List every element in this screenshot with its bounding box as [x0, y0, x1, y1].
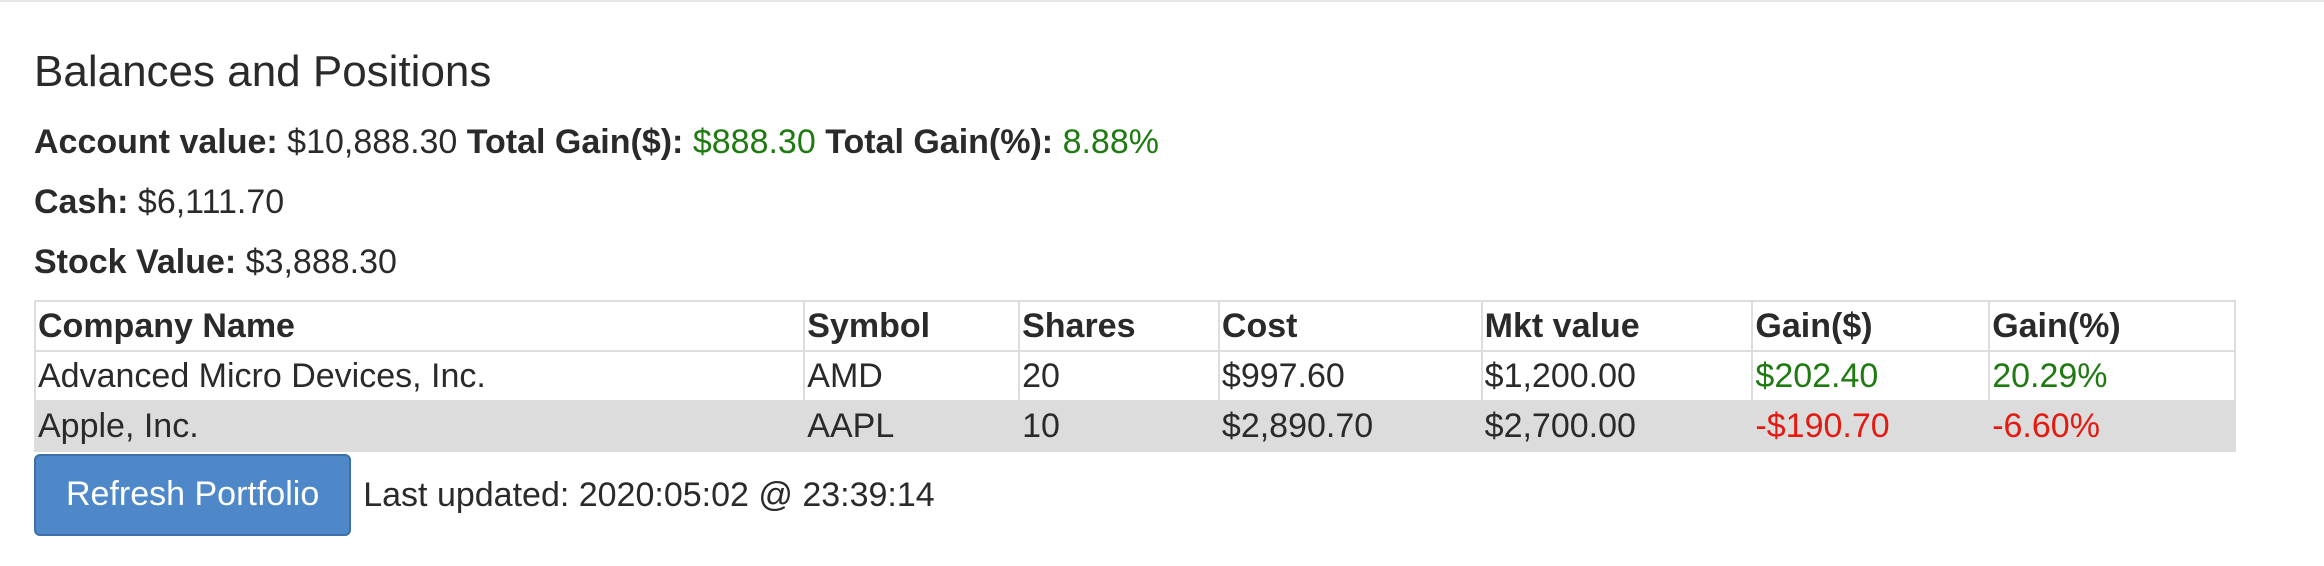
gain-dollar-cell: -$190.70 — [1751, 400, 1991, 452]
cash-label: Cash: — [34, 183, 129, 221]
last-updated-timestamp: Last updated: 2020:05:02 @ 23:39:14 — [363, 476, 935, 514]
company-cell: Advanced Micro Devices, Inc. — [33, 350, 806, 402]
column-header-company: Company Name — [33, 300, 806, 352]
total-gain-pct-value: 8.88% — [1062, 123, 1159, 161]
top-divider — [0, 0, 2324, 2]
account-value-label: Account value: — [34, 123, 278, 161]
cost-cell: $2,890.70 — [1217, 400, 1483, 452]
positions-table: Company Name Symbol Shares Cost Mkt valu… — [33, 300, 2236, 452]
shares-cell: 10 — [1018, 400, 1220, 452]
symbol-cell: AMD — [803, 350, 1021, 402]
total-gain-dollar-label: Total Gain($): — [466, 123, 684, 161]
gain-dollar-cell: $202.40 — [1751, 350, 1991, 402]
gain-pct-cell: -6.60% — [1988, 400, 2236, 452]
column-header-gain-dollar: Gain($) — [1751, 300, 1991, 352]
refresh-portfolio-button[interactable]: Refresh Portfolio — [34, 454, 352, 536]
table-row: Advanced Micro Devices, Inc. AMD 20 $997… — [33, 350, 2236, 402]
gain-pct-cell: 20.29% — [1988, 350, 2236, 402]
stock-value: $3,888.30 — [245, 243, 397, 281]
company-cell: Apple, Inc. — [33, 400, 806, 452]
total-gain-dollar-value: $888.30 — [692, 123, 816, 161]
column-header-mkt-value: Mkt value — [1480, 300, 1754, 352]
mkt-value-cell: $1,200.00 — [1480, 350, 1754, 402]
table-header-row: Company Name Symbol Shares Cost Mkt valu… — [33, 300, 2236, 352]
column-header-gain-pct: Gain(%) — [1988, 300, 2236, 352]
column-header-shares: Shares — [1018, 300, 1220, 352]
stock-value-label: Stock Value: — [34, 243, 237, 281]
column-header-symbol: Symbol — [803, 300, 1021, 352]
page-title: Balances and Positions — [34, 47, 492, 96]
total-gain-pct-label: Total Gain(%): — [825, 123, 1054, 161]
cash-line: Cash: $6,111.70 — [34, 182, 2294, 222]
cash-value: $6,111.70 — [137, 183, 285, 221]
account-value: $10,888.30 — [287, 123, 458, 161]
cost-cell: $997.60 — [1217, 350, 1483, 402]
account-summary-line: Account value: $10,888.30 Total Gain($):… — [34, 122, 2294, 162]
refresh-row: Refresh Portfolio Last updated: 2020:05:… — [34, 454, 2294, 536]
shares-cell: 20 — [1018, 350, 1220, 402]
column-header-cost: Cost — [1217, 300, 1483, 352]
balances-section: Balances and Positions Account value: $1… — [33, 46, 2294, 536]
stock-value-line: Stock Value: $3,888.30 — [34, 242, 2294, 282]
symbol-cell: AAPL — [803, 400, 1021, 452]
mkt-value-cell: $2,700.00 — [1480, 400, 1754, 452]
table-row: Apple, Inc. AAPL 10 $2,890.70 $2,700.00 … — [33, 400, 2236, 452]
